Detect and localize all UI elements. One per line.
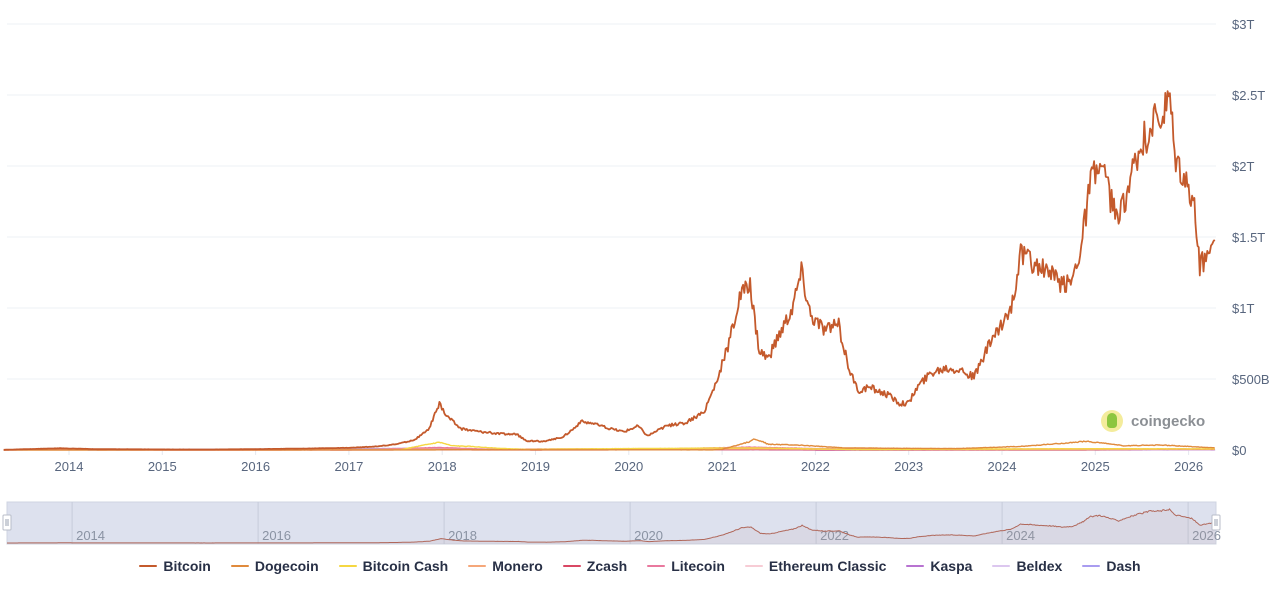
y-tick-label: $1.5T — [1232, 230, 1265, 245]
x-tick-label: 2022 — [801, 459, 830, 474]
x-tick-label: 2021 — [708, 459, 737, 474]
legend-item-monero[interactable]: Monero — [468, 558, 543, 574]
navigator-tick-label: 2024 — [1006, 528, 1035, 543]
legend-item-ethereum-classic[interactable]: Ethereum Classic — [744, 558, 887, 574]
legend-label: Bitcoin Cash — [362, 558, 449, 574]
legend-swatch-icon — [468, 565, 487, 567]
legend-item-bitcoin[interactable]: Bitcoin — [139, 558, 211, 574]
legend-item-litecoin[interactable]: Litecoin — [647, 558, 725, 574]
legend-label: Dogecoin — [254, 558, 319, 574]
x-tick-label: 2019 — [521, 459, 550, 474]
handle-grip-icon — [2, 514, 12, 531]
legend-swatch-icon — [906, 565, 925, 567]
navigator-tick-label: 2020 — [634, 528, 663, 543]
y-tick-label: $3T — [1232, 17, 1254, 32]
legend-swatch-icon — [992, 565, 1011, 567]
navigator-tick-label: 2016 — [262, 528, 291, 543]
legend-swatch-icon — [562, 565, 581, 567]
y-axis: $0 $500B $1T $1.5T $2T $2.5T $3T — [1232, 17, 1270, 458]
x-tick-label: 2025 — [1081, 459, 1110, 474]
navigator-tick-label: 2018 — [448, 528, 477, 543]
legend-label: Monero — [492, 558, 543, 574]
x-axis: 2014 2015 2016 2017 2018 2019 2020 2021 2022 2023… — [55, 459, 1204, 474]
y-tick-label: $0 — [1232, 443, 1246, 458]
x-tick-label: 2015 — [148, 459, 177, 474]
navigator-left-handle[interactable] — [2, 514, 12, 531]
navigator-selection — [6, 501, 1217, 545]
x-tick-label: 2020 — [614, 459, 643, 474]
legend-swatch-icon — [744, 565, 763, 567]
y-tick-label: $1T — [1232, 301, 1254, 316]
navigator-tick-label: 2026 — [1192, 528, 1221, 543]
coingecko-logo-icon — [1101, 410, 1123, 432]
legend-label: Dash — [1106, 558, 1141, 574]
legend-item-kaspa[interactable]: Kaspa — [906, 558, 972, 574]
navigator-tick-label: 2014 — [76, 528, 105, 543]
x-tick-label: 2017 — [334, 459, 363, 474]
legend-swatch-icon — [1082, 565, 1101, 567]
legend-item-dogecoin[interactable]: Dogecoin — [230, 558, 319, 574]
legend-swatch-icon — [139, 565, 158, 567]
navigator-right-handle[interactable] — [1211, 514, 1221, 531]
legend-label: Zcash — [586, 558, 628, 574]
y-tick-label: $2.5T — [1232, 88, 1265, 103]
handle-grip-icon — [1211, 514, 1221, 531]
series-line-bitcoin — [3, 90, 1216, 451]
x-tick-label: 2024 — [988, 459, 1017, 474]
grid-lines — [7, 23, 1216, 455]
coingecko-watermark: coingecko — [1101, 410, 1205, 432]
legend-label: Beldex — [1016, 558, 1063, 574]
legend-label: Kaspa — [930, 558, 973, 574]
legend-item-zcash[interactable]: Zcash — [562, 558, 628, 574]
plot-area — [3, 90, 1216, 451]
legend-item-beldex[interactable]: Beldex — [992, 558, 1062, 574]
navigator-series-line — [7, 508, 1215, 544]
legend-swatch-icon — [338, 565, 357, 567]
x-tick-label: 2023 — [894, 459, 923, 474]
x-tick-label: 2026 — [1174, 459, 1203, 474]
legend-label: Litecoin — [671, 558, 725, 574]
market-cap-chart: $0$500B$1T$1.5T$2T$2.5T$3T 2014 2015 2016 2… — [2, 17, 1270, 545]
legend-label: Ethereum Classic — [768, 558, 887, 574]
legend-label: Bitcoin — [163, 558, 211, 574]
x-tick-label: 2014 — [55, 459, 84, 474]
x-tick-label: 2018 — [428, 459, 457, 474]
legend-item-bitcoin-cash[interactable]: Bitcoin Cash — [338, 558, 449, 574]
legend-swatch-icon — [647, 565, 666, 567]
legend-swatch-icon — [230, 565, 249, 567]
legend-item-dash[interactable]: Dash — [1082, 558, 1141, 574]
chart-legend: Bitcoin Dogecoin Bitcoin Cash Monero Zcash Li… — [0, 558, 1280, 574]
y-tick-label: $2T — [1232, 159, 1254, 174]
x-tick-label: 2016 — [241, 459, 270, 474]
range-navigator[interactable]: 2014201620182020202220242026 — [2, 501, 1221, 545]
navigator-area — [7, 508, 1216, 544]
brand-name: coingecko — [1131, 412, 1206, 430]
y-tick-label: $500B — [1232, 372, 1270, 387]
